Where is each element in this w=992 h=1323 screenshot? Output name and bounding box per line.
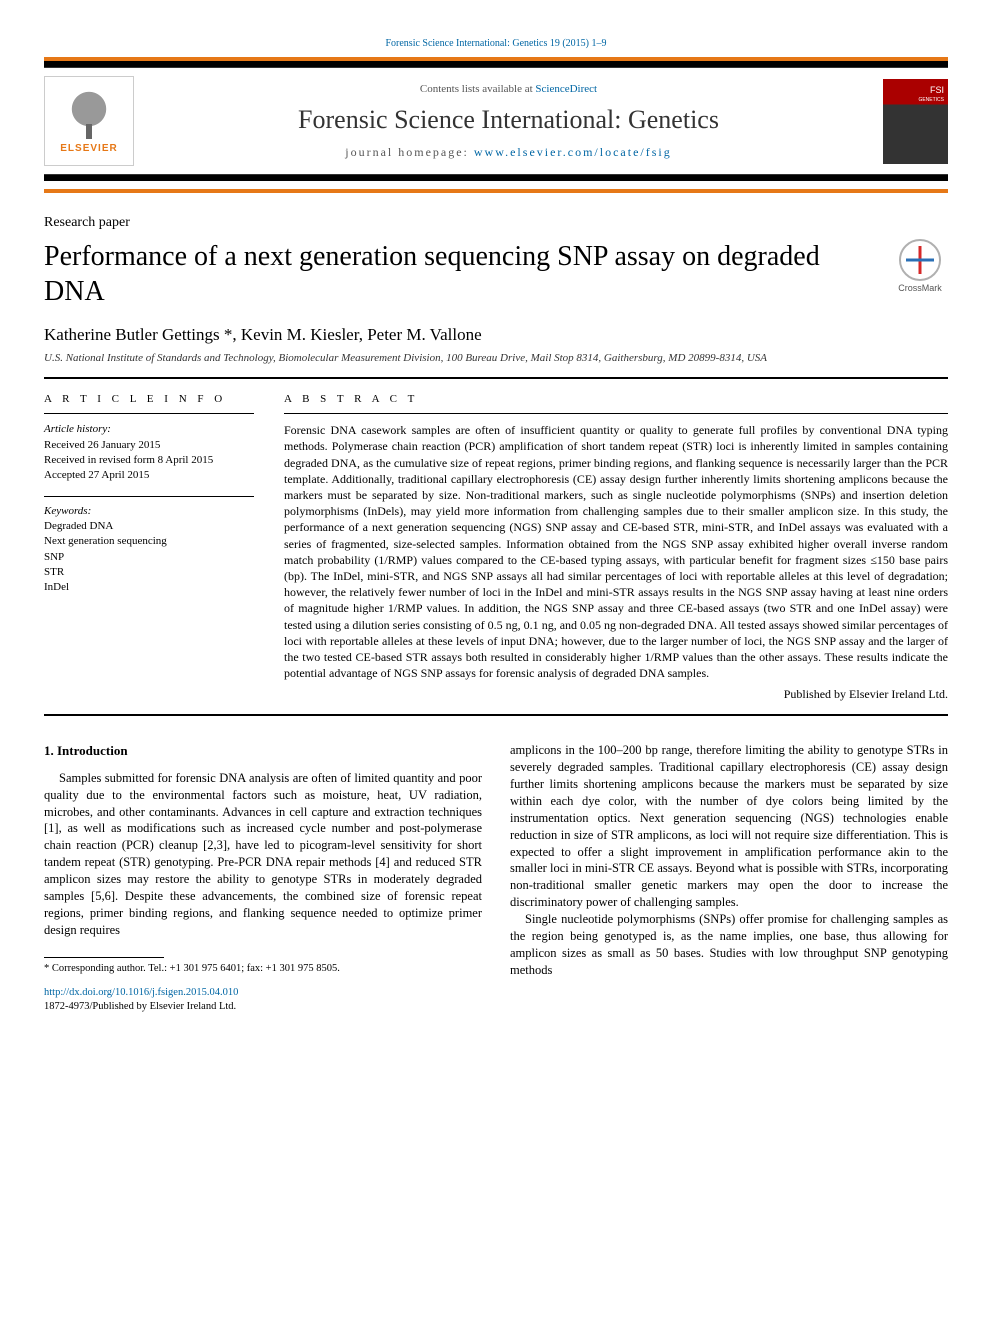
article-title: Performance of a next generation sequenc… <box>44 239 880 309</box>
divider-rule-2 <box>44 714 948 716</box>
info-rule-2 <box>44 496 254 497</box>
author-list: Katherine Butler Gettings *, Kevin M. Ki… <box>44 325 948 345</box>
contents-available-line: Contents lists available at ScienceDirec… <box>146 83 871 95</box>
sciencedirect-link[interactable]: ScienceDirect <box>535 83 597 95</box>
elsevier-logo: ELSEVIER <box>44 76 134 166</box>
section-heading: 1. Introduction <box>44 742 482 760</box>
journal-header: ELSEVIER Contents lists available at Sci… <box>44 67 948 175</box>
article-info-column: A R T I C L E I N F O Article history: R… <box>44 393 254 702</box>
abstract-text: Forensic DNA casework samples are often … <box>284 422 948 681</box>
divider-rule <box>44 377 948 379</box>
keywords-label: Keywords: <box>44 505 254 517</box>
body-paragraph: Single nucleotide polymorphisms (SNPs) o… <box>510 911 948 979</box>
keyword: Next generation sequencing <box>44 534 254 549</box>
history-accepted: Accepted 27 April 2015 <box>44 468 254 483</box>
journal-cover-thumbnail <box>883 79 948 164</box>
journal-homepage-line: journal homepage: www.elsevier.com/locat… <box>146 145 871 160</box>
elsevier-logo-text: ELSEVIER <box>60 143 117 154</box>
homepage-link[interactable]: www.elsevier.com/locate/fsig <box>474 145 672 159</box>
article-info-heading: A R T I C L E I N F O <box>44 393 254 405</box>
copyright-line: 1872-4973/Published by Elsevier Ireland … <box>44 1001 236 1012</box>
doi-link[interactable]: http://dx.doi.org/10.1016/j.fsigen.2015.… <box>44 987 238 998</box>
body-paragraph: Samples submitted for forensic DNA analy… <box>44 770 482 939</box>
keyword: InDel <box>44 580 254 595</box>
abstract-column: A B S T R A C T Forensic DNA casework sa… <box>284 393 948 702</box>
orange-bar-lower <box>44 189 948 193</box>
info-rule <box>44 413 254 414</box>
journal-name: Forensic Science International: Genetics <box>146 105 871 135</box>
crossmark-icon <box>899 239 941 281</box>
history-received: Received 26 January 2015 <box>44 438 254 453</box>
affiliation: U.S. National Institute of Standards and… <box>44 351 948 365</box>
published-by: Published by Elsevier Ireland Ltd. <box>284 687 948 702</box>
history-label: Article history: <box>44 422 254 437</box>
abstract-rule <box>284 413 948 414</box>
doi-block: http://dx.doi.org/10.1016/j.fsigen.2015.… <box>44 986 482 1014</box>
crossmark-label: CrossMark <box>898 283 942 293</box>
left-column: 1. Introduction Samples submitted for fo… <box>44 742 482 1014</box>
body-paragraph: amplicons in the 100–200 bp range, there… <box>510 742 948 911</box>
right-column: amplicons in the 100–200 bp range, there… <box>510 742 948 1014</box>
body-columns: 1. Introduction Samples submitted for fo… <box>44 742 948 1014</box>
keyword: STR <box>44 565 254 580</box>
abstract-heading: A B S T R A C T <box>284 393 948 405</box>
black-bar-lower <box>44 175 948 181</box>
crossmark-badge[interactable]: CrossMark <box>892 239 948 293</box>
running-header: Forensic Science International: Genetics… <box>44 38 948 49</box>
keywords-list: Degraded DNA Next generation sequencing … <box>44 519 254 596</box>
footnote-rule <box>44 957 164 958</box>
homepage-label: journal homepage: <box>345 145 474 159</box>
history-revised: Received in revised form 8 April 2015 <box>44 453 254 468</box>
paper-type: Research paper <box>44 215 948 231</box>
contents-label: Contents lists available at <box>420 83 535 95</box>
keyword: Degraded DNA <box>44 519 254 534</box>
corresponding-author-footnote: * Corresponding author. Tel.: +1 301 975… <box>44 962 482 976</box>
keyword: SNP <box>44 550 254 565</box>
